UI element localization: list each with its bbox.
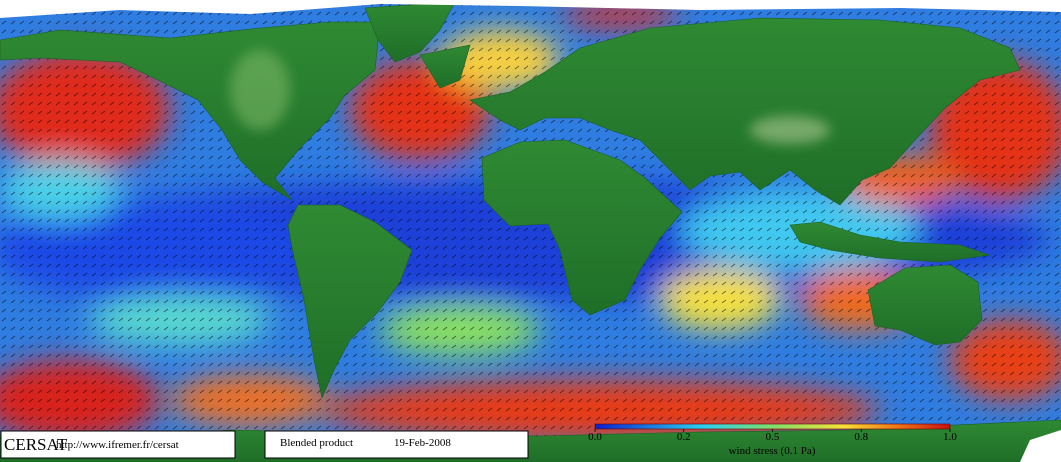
product-box (264, 430, 529, 459)
colorbar-gradient (594, 423, 951, 430)
date: 19-Feb-2008 (394, 437, 451, 449)
logo: CERSAT (4, 435, 68, 454)
colorbar: wind stress (0.1 Pa) 0.0 0.2 0.5 0.8 1.0 (588, 423, 957, 457)
colorbar-tick-label: 1.0 (943, 431, 957, 443)
colorbar-label: wind stress (0.1 Pa) (729, 445, 816, 457)
colorbar-tick-label: 0.0 (588, 431, 602, 443)
footer: CERSAT http://www.ifremer.fr/cersat Blen… (0, 430, 529, 459)
colorbar-tick-label: 0.2 (677, 431, 691, 443)
logo-box (0, 430, 236, 459)
highlands (230, 50, 830, 144)
colorbar-tick-label: 0.5 (766, 431, 780, 443)
colorbar-tick-label: 0.8 (854, 431, 868, 443)
url: http://www.ifremer.fr/cersat (56, 439, 179, 451)
product: Blended product (280, 437, 353, 449)
